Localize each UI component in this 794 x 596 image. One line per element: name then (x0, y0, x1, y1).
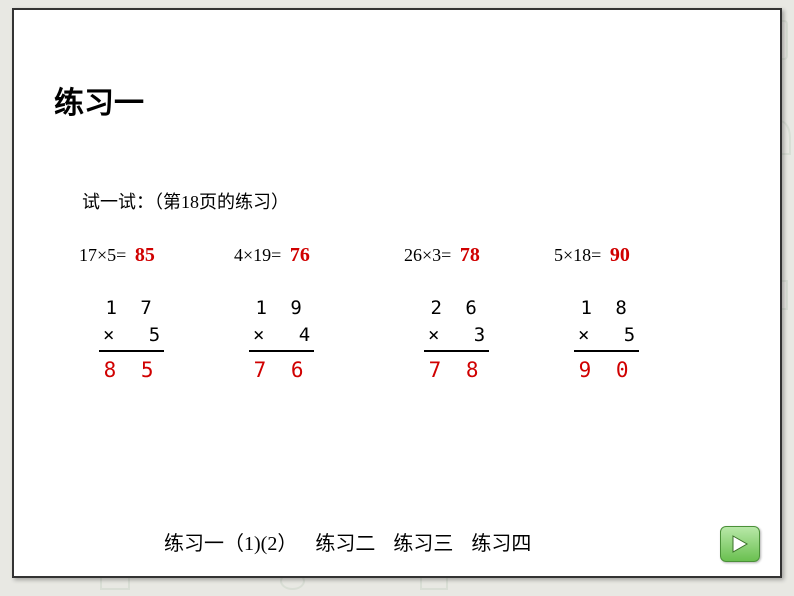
vc-top: 1 8 (574, 295, 639, 322)
play-icon (731, 534, 749, 554)
equation-4: 5×18= 90 (554, 244, 630, 267)
vertical-calc-1: 1 7 × 5 8 5 (99, 295, 164, 386)
eq-expr: 4×19= (234, 245, 281, 265)
equation-1: 17×5= 85 (79, 244, 155, 267)
nav-link-4[interactable]: 练习四 (471, 533, 531, 555)
vertical-calc-2: 1 9 × 4 7 6 (249, 295, 314, 386)
vc-mult: × 4 (249, 322, 314, 353)
nav-links: 练习一（1)(2） 练习二练习三练习四 (164, 527, 549, 556)
eq-answer: 85 (135, 244, 155, 266)
equation-2: 4×19= 76 (234, 244, 310, 267)
vc-mult: × 5 (99, 322, 164, 353)
nav-link-1[interactable]: 练习一（1)(2） (164, 533, 297, 555)
nav-link-2[interactable]: 练习二 (315, 533, 375, 555)
vc-top: 2 6 (424, 295, 489, 322)
eq-answer: 78 (460, 244, 480, 266)
eq-expr: 26×3= (404, 245, 451, 265)
vc-top: 1 9 (249, 295, 314, 322)
vc-result: 9 0 (574, 352, 639, 385)
slide-frame: 练习一 试一试：（第18页的练习） 17×5= 85 4×19= 76 26×3… (12, 8, 782, 578)
eq-answer: 76 (290, 244, 310, 266)
subtitle: 试一试：（第18页的练习） (82, 188, 289, 214)
equation-3: 26×3= 78 (404, 244, 480, 267)
vc-mult: × 5 (574, 322, 639, 353)
page-title: 练习一 (54, 78, 144, 122)
vc-result: 7 6 (249, 352, 314, 385)
nav-link-3[interactable]: 练习三 (393, 533, 453, 555)
vc-top: 1 7 (99, 295, 164, 322)
vc-result: 8 5 (99, 352, 164, 385)
eq-expr: 17×5= (79, 245, 126, 265)
vc-mult: × 3 (424, 322, 489, 353)
eq-answer: 90 (610, 244, 630, 266)
vertical-calc-3: 2 6 × 3 7 8 (424, 295, 489, 386)
vc-result: 7 8 (424, 352, 489, 385)
eq-expr: 5×18= (554, 245, 601, 265)
vertical-calc-4: 1 8 × 5 9 0 (574, 295, 639, 386)
next-button[interactable] (720, 526, 760, 562)
